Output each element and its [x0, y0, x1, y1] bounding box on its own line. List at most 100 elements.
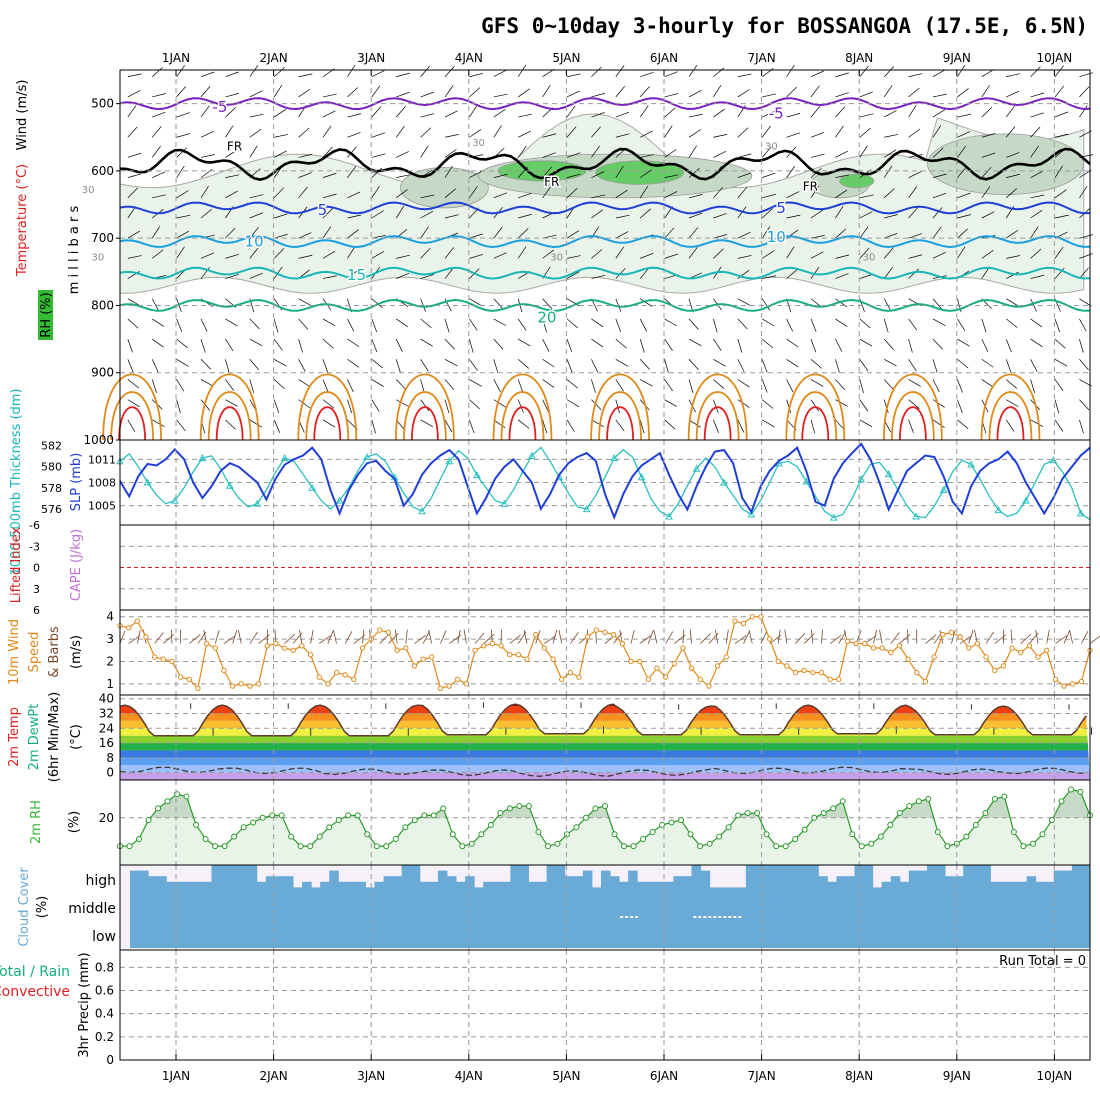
wind-barb — [591, 318, 604, 328]
thickness-marker — [225, 481, 234, 489]
high-cloud-bar — [782, 865, 792, 893]
surface-wind-barb — [1010, 629, 1013, 644]
wind-barb — [615, 318, 622, 333]
wind-barb — [737, 419, 745, 433]
rh-marker — [174, 791, 181, 798]
surface-wind-barb — [665, 631, 674, 644]
bl-contour — [785, 373, 846, 441]
isotherm-10 — [119, 235, 1090, 249]
wind-speed-marker — [749, 614, 755, 620]
bl-contour — [207, 391, 252, 441]
wind-speed-marker — [697, 676, 703, 683]
surface-wind-barb — [154, 632, 164, 644]
wind-barb — [420, 359, 429, 372]
rh-marker — [430, 812, 437, 819]
wind-barb — [761, 379, 768, 393]
wind-barb — [225, 379, 235, 391]
thickness-marker — [967, 460, 975, 468]
wind-barb — [176, 65, 186, 77]
date-bottom-5: 6JAN — [650, 1069, 678, 1083]
wind-barb — [640, 252, 654, 259]
wind-speed-marker — [411, 663, 418, 669]
wind-barb — [1054, 111, 1069, 118]
high-cloud-bar — [1017, 881, 1028, 893]
rh-blob-6 — [927, 133, 1085, 195]
wind-barb — [127, 73, 142, 78]
precip-tick-1: 0.2 — [95, 1030, 114, 1044]
wind-barb — [127, 419, 136, 433]
wind-barb — [835, 189, 848, 199]
wind-speed-marker — [966, 645, 972, 651]
wind-barb — [835, 106, 846, 118]
high-cloud-bar — [410, 865, 421, 893]
date-top-9: 10JAN — [1037, 51, 1073, 65]
wind-speed-marker — [879, 645, 885, 651]
wind-barb — [932, 399, 945, 408]
temp-band-8 — [120, 713, 1090, 721]
wind-speed-marker — [992, 667, 998, 674]
wind-barb — [1006, 90, 1020, 98]
rh-marker — [535, 828, 542, 835]
high-cloud-bar — [356, 881, 366, 893]
thickness-marker — [637, 473, 646, 481]
wind-barb — [469, 318, 478, 331]
wind-barb — [591, 66, 602, 77]
date-bottom-1: 2JAN — [260, 1069, 288, 1083]
wind-barb — [884, 149, 897, 158]
wind-barb — [1054, 65, 1064, 77]
wind-barb — [1006, 399, 1019, 407]
ylabel-temp-0: 2m Temp — [7, 707, 22, 767]
wind-barb — [664, 71, 678, 78]
wind-barb — [908, 254, 923, 259]
wind-speed-marker — [247, 683, 253, 689]
wind-speed-marker — [498, 643, 504, 649]
wind-barb — [542, 318, 548, 333]
wind-barb — [347, 166, 357, 178]
high-cloud-bar — [990, 881, 1000, 893]
wind-barb — [908, 73, 923, 78]
wind-barb — [932, 251, 946, 259]
wind-speed-marker — [827, 676, 833, 683]
high-cloud-bar — [347, 881, 357, 893]
high-cloud-bar — [392, 876, 403, 893]
high-cloud-bar — [763, 865, 774, 893]
wind-barb — [981, 69, 994, 78]
wind-barb — [957, 318, 966, 331]
wind-barb — [615, 65, 625, 77]
rh-marker — [887, 821, 894, 828]
wind-barb — [1054, 399, 1060, 414]
wind-barb — [127, 298, 141, 306]
wind-barb — [737, 127, 749, 138]
surface-wind-barb — [284, 633, 296, 644]
high-cloud-bar — [999, 881, 1009, 893]
wind-barb — [737, 298, 751, 306]
rh-marker — [1010, 828, 1017, 835]
wind-barb — [322, 146, 333, 158]
wind-speed-marker — [1018, 649, 1024, 656]
bl-contour — [890, 391, 935, 441]
wind-barb — [981, 250, 994, 259]
wind-speed-marker — [723, 654, 729, 660]
precip-tick-4: 0.8 — [95, 960, 114, 974]
wind-barb — [713, 234, 728, 239]
surface-wind-barb — [544, 635, 557, 644]
surface-wind-barb — [784, 629, 788, 644]
high-cloud-bar — [945, 876, 955, 893]
high-cloud-bar — [274, 876, 285, 893]
bl-contour — [297, 373, 358, 441]
wind-barb — [1030, 318, 1043, 328]
rh-marker — [640, 836, 647, 843]
wind-barb — [1005, 419, 1015, 432]
li-tick-2: 0 — [33, 562, 40, 575]
surface-wind-barb — [310, 629, 314, 644]
rh-marker — [630, 843, 637, 850]
wind-barb — [444, 149, 457, 158]
rh-area — [120, 789, 1090, 865]
wind-barb — [835, 359, 840, 373]
wind-tick-0: 1 — [106, 677, 114, 691]
thickness-marker — [418, 507, 426, 515]
wind-speed-marker — [143, 634, 149, 640]
wind-barb — [566, 255, 581, 259]
wind-barb — [639, 359, 650, 370]
wind-barb — [981, 133, 996, 138]
